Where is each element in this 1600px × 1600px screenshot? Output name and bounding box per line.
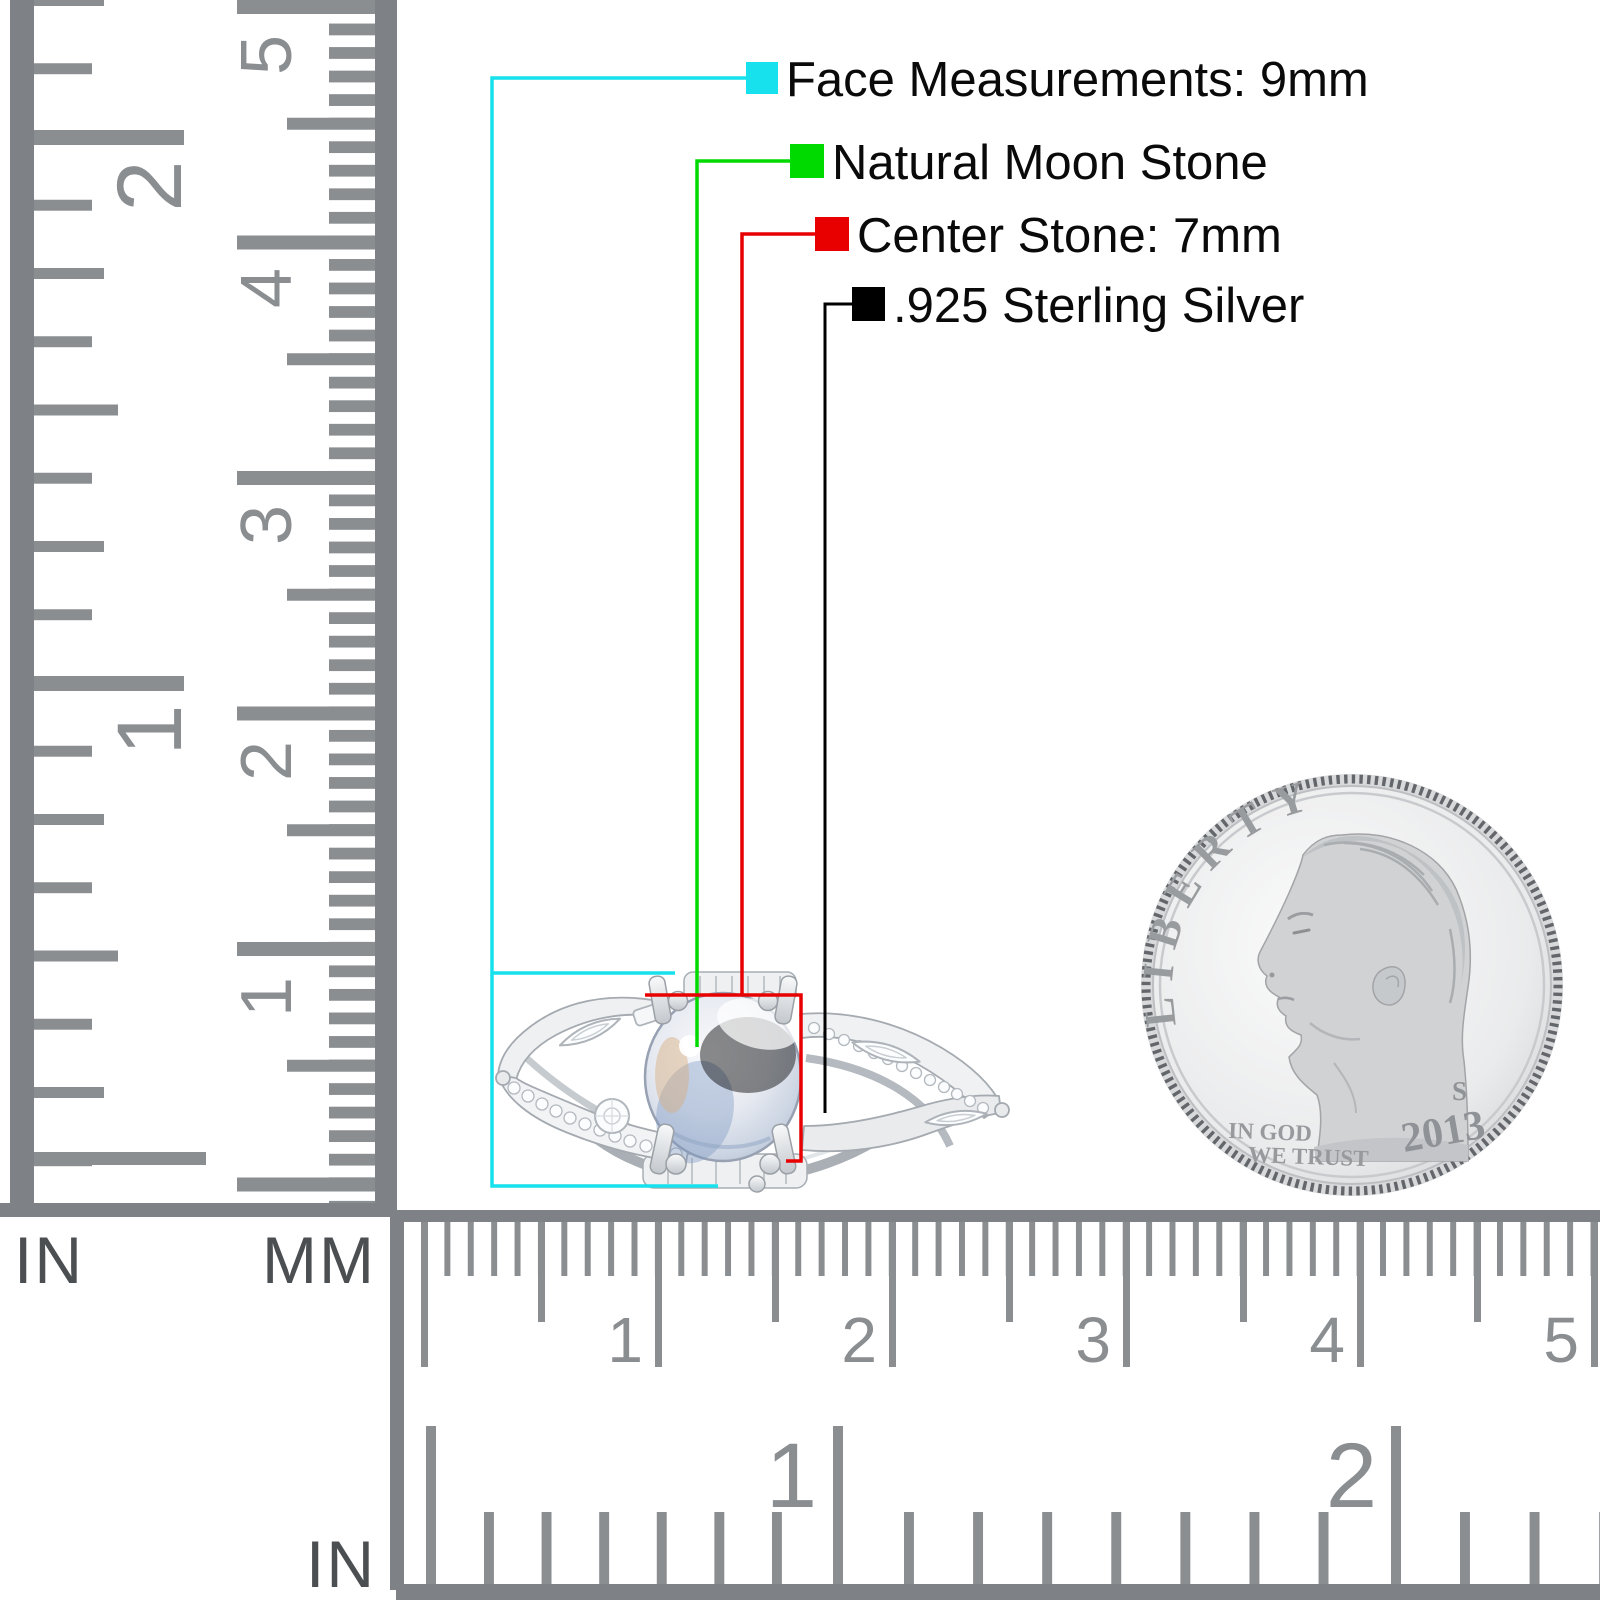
coin-motto-line2: WE TRUST [1248,1142,1369,1171]
bottom-inch-tall-tick [1391,1426,1401,1584]
bottom-ruler-top-bar [396,1210,1600,1222]
legend-label-stone: Natural Moon Stone [832,136,1268,190]
moonstone-line [695,159,806,1047]
vertical-rulers-baseline [0,1203,397,1217]
bottom-ruler-edge [390,1210,404,1590]
inch-ruler-ticks [34,0,224,1205]
bottom-inch-tall-tick [833,1426,843,1584]
legend-swatch-center-icon [815,217,849,251]
bottom-mm-number: 4 [1309,1304,1345,1376]
silver-line [823,302,866,1113]
mm-ruler-ticks [237,0,375,1205]
bottom-inch-tall-tick [426,1426,436,1584]
inch-ruler-end-tick [34,1152,206,1165]
bottom-ruler-bottom-bar [396,1584,1600,1600]
accent-stones [558,1017,988,1134]
bottom-inch-number: 1 [765,1425,817,1527]
dime-image: LIBERTY IN GOD WE TRUST 2013 S [1132,768,1563,1196]
legend-label-center: Center Stone: 7mm [857,209,1282,263]
legend-swatch-metal-icon [852,287,885,321]
bottom-inch-ticks [1460,1512,1600,1584]
legend-swatch-face-icon [746,62,778,94]
portrait-ear [1372,966,1406,1006]
bottom-mm-number: 3 [1075,1304,1111,1376]
bottom-mm-number: 1 [607,1304,643,1376]
legend-label-face: Face Measurements: 9mm [786,53,1369,107]
coin-reeded-edge [1141,774,1563,1196]
bottom-inch-ticks [904,1512,1364,1584]
bottom-mm-number: 2 [841,1304,877,1376]
inch-ruler-edge [10,0,34,1205]
center-stone-line [645,232,830,1163]
legend-label-metal: .925 Sterling Silver [893,279,1305,333]
mm-ruler-unit-label: MM [262,1223,376,1297]
coin-mint-mark: S [1452,1076,1467,1106]
roosevelt-portrait [1257,833,1471,1162]
mm-ruler-edge [375,0,397,1205]
inch-ruler-unit-label: IN [14,1223,84,1297]
coin-motto-line1: IN GOD [1228,1118,1313,1146]
face-measurement-line [490,76,762,1188]
bottom-mm-number: 5 [1543,1304,1579,1376]
ring-prongs [648,975,798,1175]
bottom-inch-ticks [484,1512,824,1584]
bottom-inch-number: 2 [1325,1425,1377,1527]
ring-image [495,971,1010,1193]
legend-swatch-stone-icon [790,144,824,178]
ring-center-stone [643,991,803,1164]
bottom-inch-unit-label: IN [306,1527,376,1600]
bottom-mm-ticks [421,1222,1600,1367]
